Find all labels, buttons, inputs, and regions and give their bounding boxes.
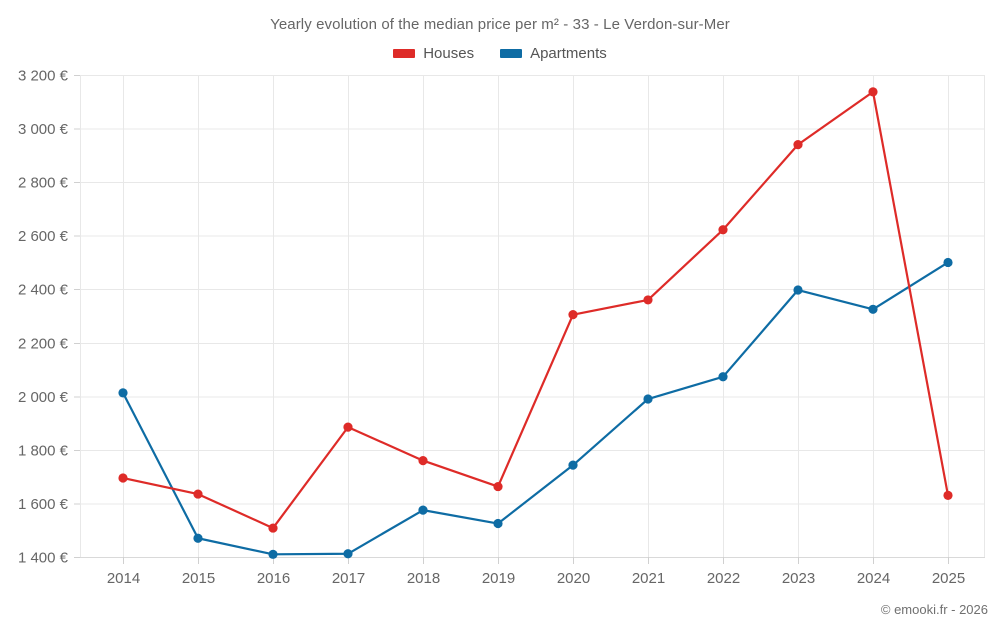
legend-label-apartments: Apartments xyxy=(530,45,607,62)
copyright-credit: © emooki.fr - 2026 xyxy=(880,602,988,617)
legend-item-apartments[interactable]: Apartments xyxy=(500,45,607,62)
data-point-houses-2016[interactable] xyxy=(268,523,278,533)
x-axis-tick-label: 2016 xyxy=(257,570,290,587)
chart-legend: Houses Apartments xyxy=(0,45,1000,62)
y-axis-tick-label: 2 000 € xyxy=(18,389,69,406)
data-point-houses-2023[interactable] xyxy=(793,140,803,150)
x-axis-tick-label: 2014 xyxy=(107,570,140,587)
x-axis-tick-label: 2024 xyxy=(857,570,890,587)
y-axis-tick-label: 2 200 € xyxy=(18,335,69,352)
y-axis-tick-label: 3 000 € xyxy=(18,121,69,138)
legend-swatch-apartments xyxy=(500,49,523,58)
data-point-apartments-2015[interactable] xyxy=(193,533,203,543)
data-point-houses-2019[interactable] xyxy=(493,481,503,492)
x-axis-tick-label: 2020 xyxy=(557,570,590,587)
x-axis-tick-label: 2023 xyxy=(782,570,815,587)
data-point-houses-2022[interactable] xyxy=(718,225,728,235)
data-point-houses-2017[interactable] xyxy=(343,422,353,432)
y-axis-tick-label: 1 800 € xyxy=(18,442,69,459)
data-point-apartments-2025[interactable] xyxy=(943,257,953,268)
x-axis-tick-label: 2021 xyxy=(632,570,665,587)
series-line-apartments xyxy=(121,261,950,556)
series-line-houses xyxy=(121,90,950,530)
data-point-houses-2018[interactable] xyxy=(418,456,428,466)
y-axis-tick-label: 2 600 € xyxy=(18,228,69,245)
legend-label-houses: Houses xyxy=(423,45,475,62)
data-point-houses-2024[interactable] xyxy=(868,87,878,97)
data-point-apartments-2018[interactable] xyxy=(418,505,428,515)
data-point-apartments-2023[interactable] xyxy=(793,285,803,295)
data-point-houses-2015[interactable] xyxy=(193,489,203,499)
y-axis-tick-label: 1 600 € xyxy=(18,496,69,513)
data-point-apartments-2022[interactable] xyxy=(718,372,728,382)
chart-title: Yearly evolution of the median price per… xyxy=(270,16,730,33)
data-point-houses-2025[interactable] xyxy=(943,490,953,501)
x-axis-tick-label: 2015 xyxy=(182,570,215,587)
x-axis-tick-label: 2017 xyxy=(332,570,365,587)
y-axis-tick-label: 2 800 € xyxy=(18,175,69,192)
data-point-houses-2021[interactable] xyxy=(643,295,653,305)
data-point-apartments-2017[interactable] xyxy=(343,549,353,559)
y-axis-tick-label: 1 400 € xyxy=(18,550,69,567)
data-point-apartments-2021[interactable] xyxy=(643,394,653,404)
data-point-houses-2014[interactable] xyxy=(118,473,128,483)
data-point-apartments-2014[interactable] xyxy=(118,388,128,398)
data-point-apartments-2024[interactable] xyxy=(868,304,878,314)
x-axis-tick-label: 2022 xyxy=(707,570,740,587)
x-axis-tick-label: 2019 xyxy=(482,570,515,587)
y-axis-tick-label: 3 200 € xyxy=(18,68,69,85)
data-point-apartments-2016[interactable] xyxy=(268,549,278,559)
data-point-apartments-2019[interactable] xyxy=(493,518,503,529)
data-point-apartments-2020[interactable] xyxy=(568,460,578,470)
data-point-houses-2020[interactable] xyxy=(568,310,578,320)
x-axis-tick-label: 2025 xyxy=(932,570,965,587)
y-axis-tick-label: 2 400 € xyxy=(18,282,69,299)
x-axis-tick-label: 2018 xyxy=(407,570,440,587)
legend-item-houses[interactable]: Houses xyxy=(393,45,474,62)
legend-swatch-houses xyxy=(393,49,416,58)
